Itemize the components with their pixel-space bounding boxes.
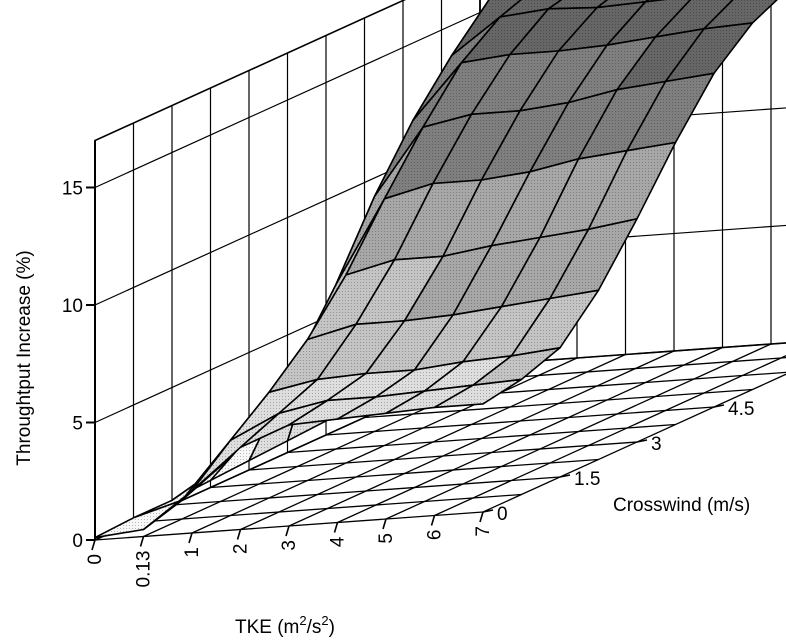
x-tick-mark bbox=[91, 539, 96, 551]
x-tick-label: 2 bbox=[231, 544, 252, 555]
z-tick-label: 0 bbox=[72, 531, 83, 552]
z-tick-label: 10 bbox=[62, 296, 83, 317]
x-tick-label: 0 bbox=[85, 554, 106, 565]
floor-line bbox=[287, 423, 676, 454]
y-tick-label: 1.5 bbox=[574, 469, 600, 490]
x-tick-mark bbox=[139, 536, 145, 547]
y-tick-mark bbox=[559, 474, 571, 478]
x-tick-mark bbox=[333, 522, 339, 533]
z-tick-label: 15 bbox=[62, 179, 83, 200]
x-tick-mark bbox=[430, 515, 436, 526]
surface-patch bbox=[644, 0, 667, 3]
x-tick-mark bbox=[188, 532, 193, 544]
y-tick-label: 0 bbox=[497, 504, 508, 525]
y-tick-mark bbox=[636, 439, 648, 443]
z-tick-labels: 0 5 10 15 bbox=[62, 179, 83, 553]
x-tick-labels: 0 0.13 1 2 3 4 5 6 7 bbox=[85, 526, 494, 587]
y-tick-mark bbox=[482, 509, 494, 513]
floor-line bbox=[325, 406, 715, 436]
y-tick-label: 4.5 bbox=[728, 399, 754, 420]
x-tick-label: 0.13 bbox=[134, 551, 155, 588]
surface-patch bbox=[433, 378, 523, 409]
floor-line bbox=[248, 441, 638, 471]
floor-line bbox=[210, 458, 599, 489]
surface-patch bbox=[94, 499, 183, 539]
x-tick-mark bbox=[382, 518, 387, 530]
surface bbox=[94, 0, 778, 539]
x-tick-label: 7 bbox=[473, 526, 494, 537]
x-tick-label: 1 bbox=[182, 547, 203, 558]
x-tick-label: 6 bbox=[425, 530, 446, 541]
x-tick-mark bbox=[479, 511, 484, 523]
left-wall-gridline bbox=[94, 11, 481, 189]
x-tick-label: 4 bbox=[328, 536, 349, 547]
x-axis-label: TKE (m2/s2) bbox=[235, 613, 335, 638]
x-tick-mark bbox=[236, 529, 242, 540]
x-tick-mark bbox=[285, 525, 290, 537]
axes bbox=[86, 140, 725, 551]
floor-line bbox=[171, 476, 561, 506]
z-tick-label: 5 bbox=[72, 414, 83, 435]
x-tick-label: 5 bbox=[376, 533, 397, 544]
z-axis-label: Throughtput Increase (%) bbox=[14, 250, 35, 465]
floor-line bbox=[133, 493, 522, 524]
y-tick-mark bbox=[713, 404, 725, 408]
y-tick-labels: 01.534.56 bbox=[497, 399, 754, 525]
y-tick-label: 3 bbox=[651, 434, 662, 455]
floor-line bbox=[364, 388, 753, 419]
x-tick-label: 3 bbox=[279, 540, 300, 551]
y-axis-label: Crosswind (m/s) bbox=[613, 495, 750, 516]
